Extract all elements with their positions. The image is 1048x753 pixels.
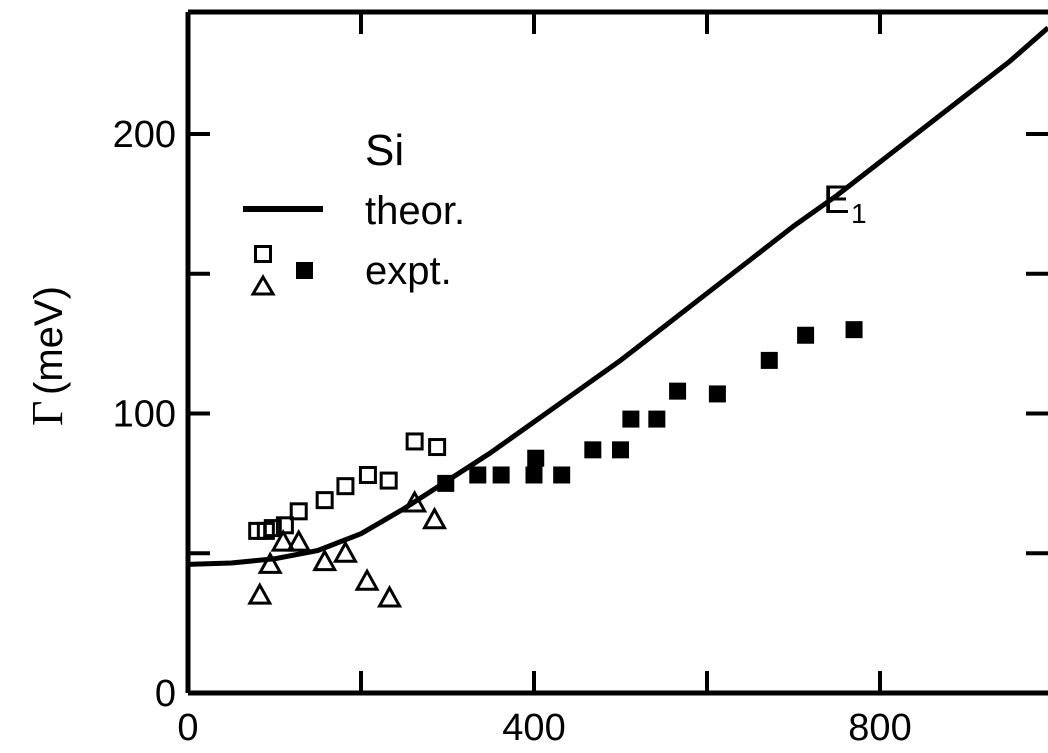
annotation-e1: E 1 xyxy=(823,178,867,229)
filled-square-point xyxy=(525,466,543,484)
filled-square-point xyxy=(527,449,545,467)
series-layer xyxy=(187,25,1048,608)
filled-square-point xyxy=(669,382,687,400)
filled-square-point xyxy=(437,474,455,492)
legend-label-theor: theor. xyxy=(365,189,465,233)
annotation-subscript: 1 xyxy=(851,198,867,229)
theory-line xyxy=(187,25,1048,567)
legend-open-triangle-swatch xyxy=(250,274,276,296)
open-triangle-point xyxy=(312,548,338,572)
open-square-point xyxy=(405,432,424,451)
legend-open-square-swatch xyxy=(254,245,272,263)
open-square-point xyxy=(358,465,377,484)
y-tick-label: 100 xyxy=(113,394,176,436)
open-square-point xyxy=(315,491,334,510)
y-tick-label: 200 xyxy=(113,114,176,156)
open-square-point xyxy=(263,519,282,538)
annotation-label: E xyxy=(823,178,850,222)
filled-square-point xyxy=(612,441,629,459)
y-tick-label: 0 xyxy=(155,673,176,715)
axis-ticks xyxy=(186,12,1048,695)
open-triangle-point xyxy=(257,551,283,574)
filled-square-point xyxy=(708,385,726,403)
open-triangle-point xyxy=(332,540,358,563)
filled-square-point xyxy=(760,351,778,369)
filled-square-point xyxy=(553,466,571,484)
open-triangle-point xyxy=(247,582,273,605)
plot-frame xyxy=(185,9,1048,696)
legend: Si theor. expt. xyxy=(243,126,465,296)
legend-label-expt: expt. xyxy=(365,249,452,293)
legend-title: Si xyxy=(365,126,404,175)
open-square-point xyxy=(428,438,447,457)
filled-square-point xyxy=(492,466,510,484)
open-square-point xyxy=(336,477,355,496)
filled-square-point xyxy=(797,326,815,344)
filled-square-point xyxy=(469,466,487,484)
y-axis-unit: (meV) xyxy=(27,286,71,395)
open-square-point xyxy=(289,502,308,521)
x-tick-label: 800 xyxy=(848,707,911,749)
open-triangle-point xyxy=(286,528,312,552)
x-tick-label: 400 xyxy=(502,707,565,749)
filled-square-point xyxy=(622,410,640,428)
open-triangle-point xyxy=(270,528,296,552)
open-triangle-point xyxy=(402,489,428,513)
filled-square-point xyxy=(845,321,863,339)
filled-square-point xyxy=(648,410,666,428)
legend-filled-square-swatch xyxy=(296,262,313,279)
filled-square-point xyxy=(584,441,602,459)
open-triangle-point xyxy=(421,506,448,530)
x-tick-label: 0 xyxy=(177,707,198,749)
tick-labels: 0 100 200 0 400 800 xyxy=(113,114,912,749)
y-axis-symbol: Γ xyxy=(23,401,72,426)
open-square-point xyxy=(379,471,398,490)
open-triangle-point xyxy=(354,568,380,591)
open-triangle-point xyxy=(376,584,403,608)
